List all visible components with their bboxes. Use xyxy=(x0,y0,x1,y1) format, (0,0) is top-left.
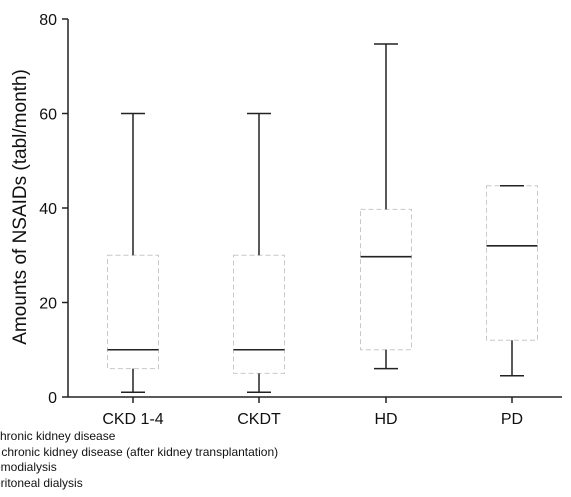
y-tick-label: 0 xyxy=(48,390,57,407)
y-tick-label: 80 xyxy=(39,12,57,29)
footnote-hd: emodialysis xyxy=(0,460,57,474)
box-ckdt xyxy=(233,112,285,394)
x-tick-label: PD xyxy=(501,411,523,428)
x-tick-label: CKDT xyxy=(237,411,281,428)
footnotes: chronic kidney disease - chronic kidney … xyxy=(0,429,278,491)
x-axis: CKD 1-4 CKDT HD PD xyxy=(68,396,562,428)
x-tick-label: CKD 1-4 xyxy=(102,411,163,428)
box-body xyxy=(107,254,159,370)
box-body xyxy=(486,185,538,341)
box-hd xyxy=(360,43,412,370)
footnote-pd: eritoneal dialysis xyxy=(0,475,83,490)
footnote-ckd: chronic kidney disease xyxy=(0,429,116,443)
box-plot-chart: 0 20 40 60 80 CKD 1-4 CKDT HD PD Amounts of NSA… xyxy=(10,12,562,428)
box-body xyxy=(233,254,285,374)
box-ckd-1-4 xyxy=(107,112,159,394)
y-axis-label: Amounts of NSAIDs (tabl/month) xyxy=(10,69,31,345)
y-axis: 0 20 40 60 80 xyxy=(39,12,69,407)
box-series xyxy=(107,43,538,394)
y-tick-label: 20 xyxy=(39,296,57,313)
box-body xyxy=(360,208,412,351)
x-tick-label: HD xyxy=(374,411,397,428)
y-tick-label: 60 xyxy=(39,107,57,124)
y-tick-label: 40 xyxy=(39,201,57,218)
box-pd xyxy=(486,185,538,377)
footnote-ckdt: - chronic kidney disease (after kidney t… xyxy=(0,444,279,459)
